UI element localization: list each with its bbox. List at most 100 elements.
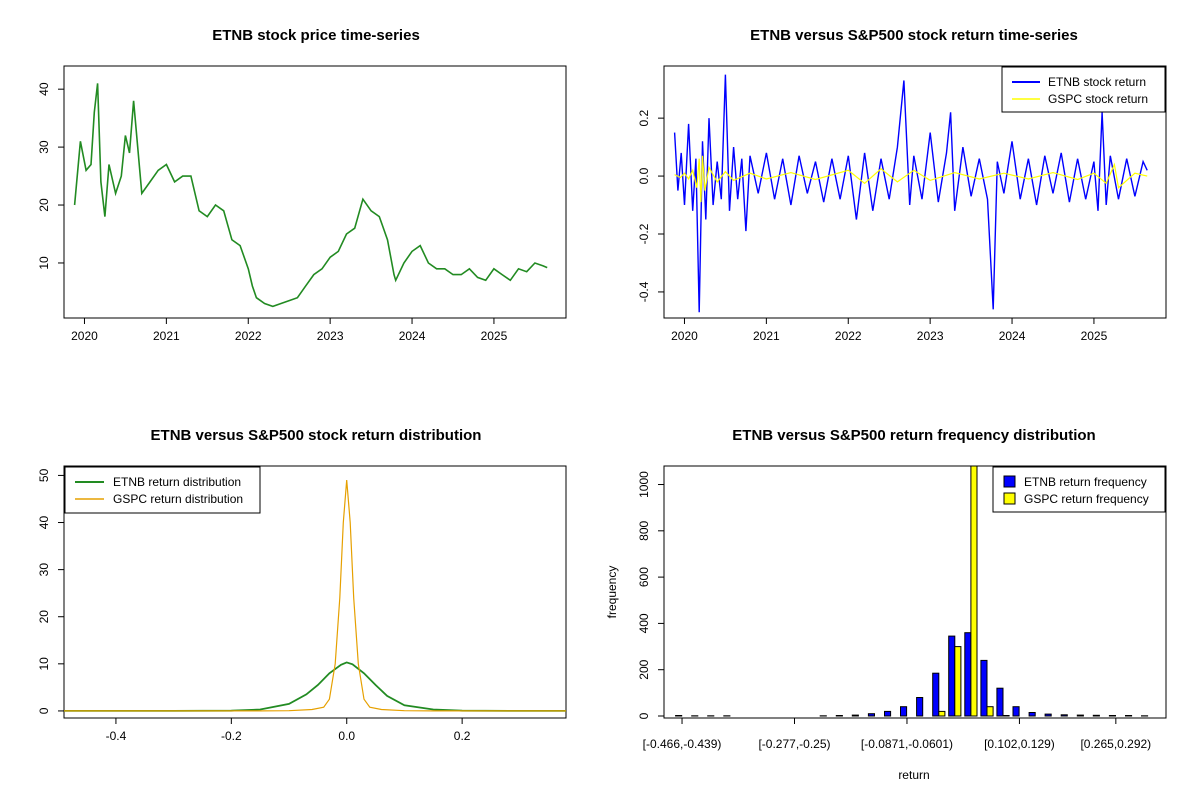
returns-legend-label-gspc: GSPC stock return: [1048, 92, 1148, 106]
density-chart-title: ETNB versus S&P500 stock return distribu…: [151, 427, 482, 444]
price-x-tick-label: 2022: [235, 329, 262, 343]
etnb-frequency-bar: [1076, 714, 1084, 717]
etnb-frequency-bar: [1125, 715, 1133, 717]
frequency-y-tick-label: 600: [637, 567, 651, 587]
returns-chart: ETNB versus S&P500 stock return time-ser…: [637, 27, 1167, 343]
density-x-tick-label: -0.4: [106, 729, 127, 743]
frequency-legend-swatch-etnb: [1003, 475, 1016, 488]
returns-y-tick-label: 0.0: [637, 167, 651, 184]
density-x-tick-label: 0.0: [338, 729, 355, 743]
price-y-tick-label: 40: [37, 82, 51, 96]
etnb-frequency-bar: [948, 635, 956, 717]
price-y-tick-label: 30: [37, 140, 51, 154]
etnb-frequency-bar: [900, 706, 908, 717]
gspc-frequency-bar: [1002, 715, 1010, 717]
price-x-tick-label: 2021: [153, 329, 180, 343]
gspc-frequency-bar: [938, 710, 946, 717]
gspc-frequency-bar: [970, 465, 978, 717]
returns-legend-box: [1001, 66, 1166, 113]
gspc-frequency-bar: [954, 646, 962, 717]
returns-x-tick-label: 2023: [917, 329, 944, 343]
etnb-frequency-bar: [1044, 713, 1052, 717]
frequency-y-tick-label: 1000: [637, 471, 651, 498]
frequency-chart-bars: [675, 465, 1149, 717]
density-chart-x-axis: -0.4 -0.2 0.0 0.2: [106, 718, 471, 743]
frequency-legend-box: [992, 466, 1166, 513]
etnb-frequency-bar: [1028, 712, 1036, 717]
price-x-tick-label: 2024: [399, 329, 426, 343]
price-y-tick-label: 10: [37, 256, 51, 270]
returns-y-tick-label: 0.2: [637, 109, 651, 126]
returns-x-tick-label: 2022: [835, 329, 862, 343]
frequency-x-tick-label: [0.265,0.292): [1080, 737, 1151, 751]
frequency-y-tick-label: 0: [637, 712, 651, 719]
returns-x-tick-label: 2020: [671, 329, 698, 343]
returns-chart-title: ETNB versus S&P500 stock return time-ser…: [750, 27, 1078, 44]
density-legend-label-gspc: GSPC return distribution: [113, 492, 243, 506]
etnb-density-series-line: [64, 661, 566, 712]
etnb-frequency-bar: [964, 632, 972, 717]
gspc-density-series-line: [64, 480, 566, 712]
price-x-tick-label: 2025: [481, 329, 508, 343]
frequency-chart-y-axis: 0 200 400 600 800 1000: [637, 471, 664, 719]
density-x-tick-label: -0.2: [221, 729, 242, 743]
density-chart-plot-box: [63, 465, 567, 719]
frequency-y-tick-label: 200: [637, 659, 651, 679]
price-series-line: [73, 83, 548, 308]
density-y-tick-label: 40: [37, 516, 51, 530]
price-x-tick-label: 2023: [317, 329, 344, 343]
returns-chart-y-axis: -0.4 -0.2 0.0 0.2: [637, 109, 664, 302]
returns-x-tick-label: 2024: [999, 329, 1026, 343]
etnb-frequency-bar: [1012, 706, 1020, 717]
etnb-frequency-bar: [1092, 714, 1100, 717]
density-legend-label-etnb: ETNB return distribution: [113, 475, 241, 489]
frequency-chart-x-axis: [-0.466,-0.439) [-0.277,-0.25) [-0.0871,-0…: [643, 718, 1151, 751]
price-chart-y-axis: 10 20 30 40: [37, 82, 64, 270]
frequency-x-tick-label: [-0.277,-0.25): [758, 737, 830, 751]
density-x-tick-label: 0.2: [454, 729, 471, 743]
etnb-frequency-bar: [996, 687, 1004, 717]
density-y-tick-label: 20: [37, 610, 51, 624]
price-chart-x-axis: 2020 2021 2022 2023 2024 2025: [71, 318, 508, 343]
frequency-chart-plot-box: [663, 465, 1167, 719]
gspc-frequency-bar: [986, 706, 994, 717]
returns-y-tick-label: -0.4: [637, 281, 651, 302]
frequency-chart-x-label: return: [898, 768, 929, 782]
returns-chart-plot-box: [663, 65, 1167, 319]
price-chart-title: ETNB stock price time-series: [212, 27, 420, 44]
frequency-chart-title: ETNB versus S&P500 return frequency dist…: [732, 427, 1095, 444]
frequency-chart-y-label: frequency: [605, 566, 619, 619]
etnb-frequency-bar: [867, 713, 876, 717]
etnb-frequency-bar: [980, 659, 988, 717]
frequency-legend: ETNB return frequency GSPC return freque…: [992, 466, 1166, 513]
returns-y-tick-label: -0.2: [637, 223, 651, 244]
returns-legend: ETNB stock return GSPC stock return: [1001, 66, 1166, 113]
frequency-legend-swatch-gspc: [1003, 492, 1016, 505]
density-y-tick-label: 0: [37, 707, 51, 714]
frequency-x-tick-label: [-0.0871,-0.0601): [861, 737, 953, 751]
density-legend: ETNB return distribution GSPC return dis…: [64, 466, 261, 514]
density-y-tick-label: 30: [37, 563, 51, 577]
density-y-tick-label: 10: [37, 657, 51, 671]
price-chart-plot-box: [63, 65, 567, 319]
frequency-y-tick-label: 400: [637, 613, 651, 633]
etnb-frequency-bar: [1108, 715, 1117, 717]
price-y-tick-label: 20: [37, 198, 51, 212]
etnb-frequency-bar: [932, 672, 940, 717]
frequency-chart: ETNB versus S&P500 return frequency dist…: [605, 427, 1167, 782]
etnb-frequency-bar: [916, 697, 924, 717]
frequency-x-tick-label: [-0.466,-0.439): [643, 737, 722, 751]
returns-chart-x-axis: 2020 2021 2022 2023 2024 2025: [671, 318, 1108, 343]
etnb-frequency-bar: [675, 715, 683, 717]
returns-legend-label-etnb: ETNB stock return: [1048, 75, 1146, 89]
gspc-return-series-line: [674, 155, 1148, 203]
density-legend-box: [64, 466, 261, 514]
frequency-legend-label-gspc: GSPC return frequency: [1024, 492, 1149, 506]
density-chart: ETNB versus S&P500 stock return distribu…: [37, 427, 567, 743]
etnb-frequency-bar: [851, 714, 859, 717]
etnb-frequency-bar: [1060, 714, 1068, 717]
price-x-tick-label: 2020: [71, 329, 98, 343]
price-chart: ETNB stock price time-series 2020 2021 202…: [37, 27, 567, 343]
frequency-legend-label-etnb: ETNB return frequency: [1024, 475, 1147, 489]
